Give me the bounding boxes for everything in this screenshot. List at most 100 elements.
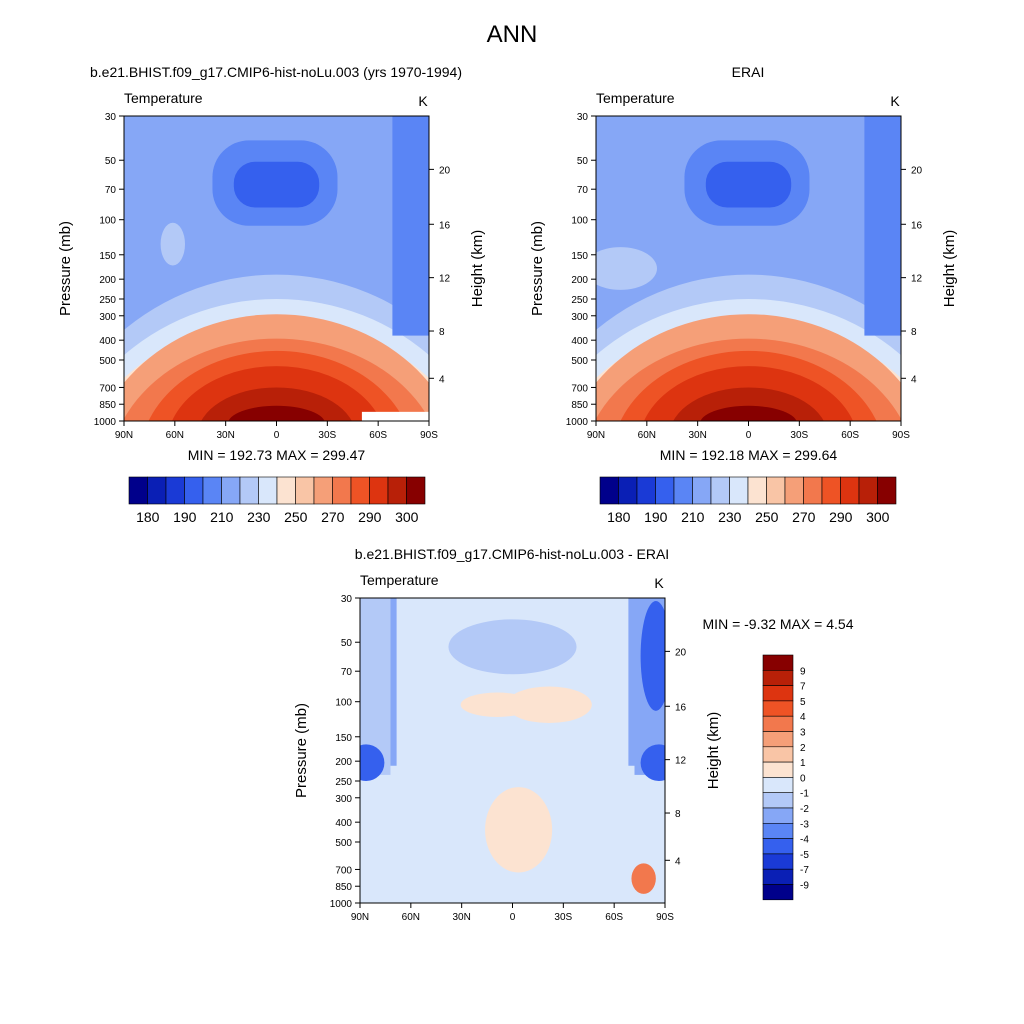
colorbar-swatch: [184, 476, 204, 505]
colorbar-swatch: [295, 476, 315, 505]
colorbar-swatch: [258, 476, 278, 505]
colorbar-label: 230: [718, 509, 742, 525]
colorbar-label: -5: [800, 850, 809, 861]
y2-tick-label: 16: [911, 220, 923, 231]
y2-tick-label: 4: [911, 374, 917, 385]
colorbar-swatch: [762, 685, 794, 702]
y2-tick-label: 12: [439, 274, 451, 285]
colorbar-label: -2: [800, 804, 809, 815]
colorbar-swatch: [762, 731, 794, 748]
colorbar-label: 250: [284, 509, 308, 525]
y-tick-label: 300: [335, 794, 352, 805]
x-tick-label: 30S: [790, 430, 808, 441]
colorbar-swatch: [877, 476, 897, 505]
colorbar-swatch: [673, 476, 693, 505]
colorbar-label: 5: [800, 697, 806, 708]
y-tick-label: 50: [105, 156, 117, 167]
y-tick-label: 700: [335, 865, 352, 876]
colorbar-label: 230: [247, 509, 271, 525]
x-tick-label: 0: [746, 430, 752, 441]
variable-label: Temperature: [360, 572, 439, 588]
figure-title: ANN: [487, 21, 538, 48]
colorbar-label: 9: [800, 666, 806, 677]
y-tick-label: 400: [335, 818, 352, 829]
colorbar-swatch: [406, 476, 426, 505]
x-tick-label: 60S: [605, 912, 623, 923]
contour-polar-strip: [864, 116, 901, 336]
contour-cold-inner: [233, 161, 320, 208]
variable-label: Temperature: [124, 90, 203, 106]
y-tick-label: 500: [335, 838, 352, 849]
x-tick-label: 90N: [587, 430, 605, 441]
colorbar-label: 250: [755, 509, 779, 525]
y2-tick-label: 4: [439, 374, 445, 385]
y-tick-label: 500: [571, 356, 588, 367]
y2-tick-label: 16: [675, 702, 687, 713]
colorbar-swatch: [821, 476, 841, 505]
x-tick-label: 60N: [402, 912, 420, 923]
y2-tick-label: 4: [675, 856, 681, 867]
colorbar-label: 270: [321, 509, 345, 525]
y-tick-label: 50: [577, 156, 589, 167]
y-tick-label: 1000: [94, 417, 117, 428]
x-tick-label: 90N: [115, 430, 133, 441]
colorbar-swatch: [729, 476, 749, 505]
y-tick-label: 150: [335, 733, 352, 744]
y2-tick-label: 8: [439, 327, 445, 338]
plots: b.e21.BHIST.f09_g17.CMIP6-hist-noLu.003 …: [57, 64, 958, 923]
x-tick-label: 60N: [638, 430, 656, 441]
colorbar-label: 270: [792, 509, 816, 525]
colorbar-swatch: [710, 476, 730, 505]
contour-field: [596, 116, 901, 421]
colorbar-swatch: [276, 476, 296, 505]
contour-warm-5: [700, 405, 797, 421]
colorbar-swatch: [803, 476, 823, 505]
y-tick-label: 700: [99, 383, 116, 394]
colorbar-swatch: [766, 476, 786, 505]
colorbar-label: 300: [866, 509, 890, 525]
y2-axis-label: Height (km): [941, 230, 958, 308]
colorbar-swatch: [762, 669, 794, 686]
y-tick-label: 850: [99, 400, 116, 411]
colorbar-swatch: [762, 853, 794, 870]
colorbar-swatch: [762, 700, 794, 717]
panel-title: ERAI: [732, 64, 765, 80]
colorbar-label: 0: [800, 773, 806, 784]
x-tick-label: 30N: [688, 430, 706, 441]
colorbar-label: 300: [395, 509, 419, 525]
y-tick-label: 70: [577, 185, 589, 196]
colorbar-label: 190: [173, 509, 197, 525]
y2-axis-label: Height (km): [705, 712, 722, 790]
contour-midlat-warm: [596, 247, 657, 290]
colorbar-label: 7: [800, 682, 806, 693]
colorbar-label: 210: [210, 509, 234, 525]
x-tick-label: 60S: [841, 430, 859, 441]
colorbar-label: 180: [607, 509, 631, 525]
colorbar-swatch: [332, 476, 352, 505]
missing-region: [361, 411, 429, 421]
y-axis-label: Pressure (mb): [293, 703, 310, 798]
colorbar-label: 1: [800, 758, 806, 769]
x-tick-label: 90S: [656, 912, 674, 923]
colorbar-swatch: [762, 761, 794, 778]
y-tick-label: 400: [571, 336, 588, 347]
y-tick-label: 400: [99, 336, 116, 347]
variable-label: Temperature: [596, 90, 675, 106]
y-tick-label: 1000: [330, 899, 353, 910]
contour-left-cold: [360, 744, 385, 781]
y-tick-label: 30: [577, 112, 589, 123]
x-tick-label: 60S: [369, 430, 387, 441]
contour-field: [124, 116, 429, 421]
contour-right-cold-2: [640, 744, 665, 781]
colorbar-swatch: [762, 746, 794, 763]
y-tick-label: 50: [341, 638, 353, 649]
colorbar-swatch: [762, 777, 794, 794]
colorbar-label: 4: [800, 712, 806, 723]
y-tick-label: 150: [571, 251, 588, 262]
y-tick-label: 70: [105, 185, 117, 196]
x-tick-label: 30N: [452, 912, 470, 923]
x-tick-label: 90S: [892, 430, 910, 441]
colorbar-swatch: [369, 476, 389, 505]
y-tick-label: 500: [99, 356, 116, 367]
